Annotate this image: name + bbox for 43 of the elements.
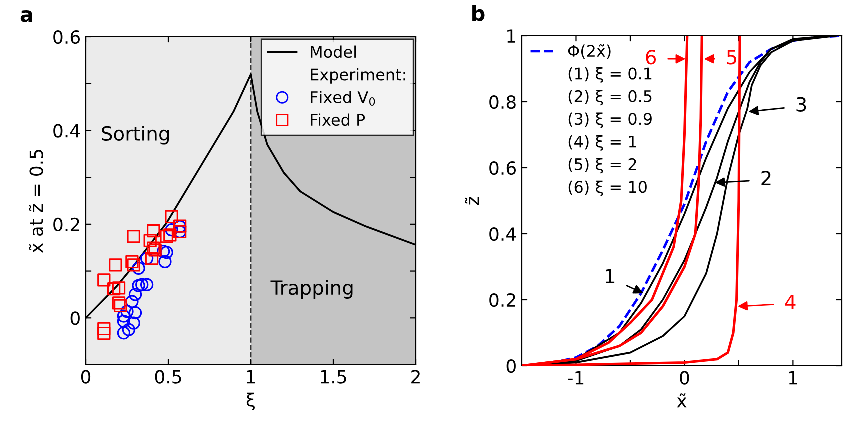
x-tick-label: -1 <box>568 371 584 385</box>
annotation: (4) ξ = 1 <box>568 135 636 151</box>
annotation: 5 <box>727 50 737 65</box>
y-tick-label: 0 <box>70 312 80 326</box>
annotation: (6) ξ = 10 <box>568 180 647 196</box>
legend-label: Model <box>311 46 356 58</box>
y-tick-label: 0 <box>506 359 516 374</box>
y-axis-title: x̃ at z̃ = 0.5 <box>29 150 44 254</box>
annotation: (3) ξ = 0.9 <box>568 112 652 128</box>
annotation: Experiment: <box>311 68 406 84</box>
chart-title: b <box>472 5 485 22</box>
x-tick-label: 1.5 <box>321 370 346 384</box>
legend-label: Fixed V$_{0}$ <box>311 91 376 106</box>
annotation: 1 <box>606 269 615 284</box>
x-tick-label: 1 <box>789 371 798 385</box>
y-tick-label: 1 <box>508 30 516 43</box>
y-tick-label: 0.6 <box>54 30 80 44</box>
y-tick-label: 0.2 <box>490 293 516 308</box>
annotation: 6 <box>646 50 656 65</box>
annotation: 3 <box>796 97 806 112</box>
y-tick-label: 0.4 <box>54 124 80 138</box>
y-tick-label: 0.6 <box>490 161 516 176</box>
x-tick-label: 0 <box>680 371 690 385</box>
x-tick-label: 1 <box>247 370 256 384</box>
x-tick-label: 0.5 <box>155 370 182 384</box>
band-label: Trapping <box>270 280 353 299</box>
x-tick-label: 2 <box>412 370 420 384</box>
annotation: (5) ξ = 2 <box>568 158 636 174</box>
y-tick-label: 0.4 <box>490 227 516 242</box>
x-axis-title: ξ <box>246 392 255 410</box>
x-axis-title: x̃ <box>677 394 687 408</box>
annotation: (2) ξ = 0.5 <box>568 90 652 106</box>
band-label: Sorting <box>102 126 170 145</box>
legend-label: Fixed P <box>311 114 366 126</box>
y-axis-title: z̃ <box>465 197 480 205</box>
legend-label: Φ(2x̃) <box>568 44 611 60</box>
chart-title: a <box>20 10 32 22</box>
y-tick-label: 0.2 <box>54 218 80 232</box>
annotation: (1) ξ = 0.1 <box>568 67 652 83</box>
annotation: 4 <box>785 295 796 310</box>
x-tick-label: 0 <box>81 370 91 384</box>
y-tick-label: 0.8 <box>490 95 516 110</box>
annotation: 2 <box>762 171 771 186</box>
